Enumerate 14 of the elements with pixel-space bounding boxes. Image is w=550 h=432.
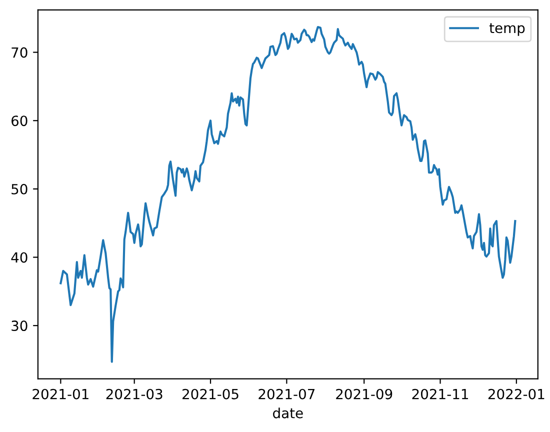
x-tick-label: 2021-05: [182, 388, 238, 400]
x-tick-label: 2022-01: [488, 388, 544, 400]
x-tick-label: 2021-01: [32, 388, 88, 400]
x-tick-label: 2021-09: [336, 388, 392, 400]
x-tick-label: 2021-11: [412, 388, 468, 400]
y-tick-label: 70: [12, 47, 28, 58]
x-tick-label: 2021-07: [258, 388, 315, 400]
y-tick-label: 40: [11, 252, 28, 263]
x-tick-label: 2021-03: [106, 388, 162, 400]
legend-label: temp: [489, 23, 525, 36]
y-tick-label: 30: [12, 320, 28, 332]
x-axis-title: date: [273, 408, 303, 418]
y-tick-label: 50: [12, 184, 28, 194]
y-tick-label: 60: [12, 116, 28, 126]
